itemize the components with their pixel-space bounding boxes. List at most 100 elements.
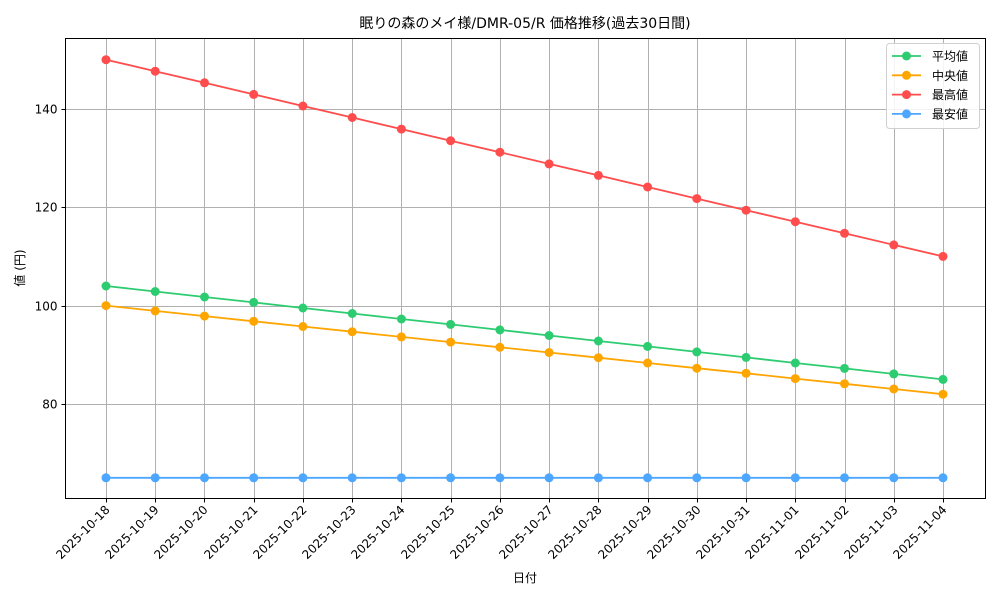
data-point (643, 182, 653, 192)
data-point (544, 348, 554, 357)
y-tick-label: 80 (42, 398, 57, 412)
data-point (347, 473, 357, 483)
data-point (298, 473, 308, 483)
data-point (889, 369, 899, 379)
data-point (101, 281, 111, 291)
data-point (150, 306, 160, 316)
data-point (249, 316, 259, 326)
data-point (544, 473, 554, 483)
legend-item: 最安値 (892, 106, 968, 121)
legend-label: 中央値 (932, 68, 968, 83)
data-point (347, 113, 357, 122)
data-point (249, 297, 259, 307)
data-point (938, 251, 948, 261)
x-axis-ticks: 2025-10-182025-10-192025-10-202025-10-21… (53, 498, 950, 562)
legend-box (886, 43, 980, 129)
data-point (200, 311, 209, 321)
data-point (593, 336, 603, 346)
legend-marker (902, 109, 911, 119)
series-line (101, 473, 948, 483)
series-path (105, 58, 944, 258)
data-point (150, 473, 160, 483)
data-point (840, 473, 849, 483)
data-point (643, 358, 653, 368)
legend-marker (902, 70, 911, 80)
data-point (495, 473, 505, 483)
data-point (790, 217, 800, 227)
series-line (101, 301, 948, 399)
data-point (200, 473, 209, 483)
data-point (938, 473, 948, 483)
legend-marker (902, 51, 911, 61)
data-point (593, 170, 603, 180)
data-point (692, 473, 702, 483)
y-tick-label: 120 (35, 201, 58, 215)
data-point (692, 347, 702, 357)
data-point (446, 136, 456, 146)
series-line (101, 55, 948, 261)
data-point (446, 473, 456, 483)
series-path (105, 304, 944, 396)
data-point (643, 341, 653, 351)
data-point (249, 473, 259, 483)
data-point (544, 331, 554, 340)
data-point (396, 332, 406, 342)
data-point (249, 89, 259, 99)
data-point (446, 319, 456, 329)
data-point (495, 147, 505, 157)
data-point (396, 314, 406, 324)
data-point (396, 473, 406, 483)
data-point (790, 374, 800, 384)
data-point (593, 473, 603, 483)
chart-title: 眠りの森のメイ様/DMR-05/R 価格推移(過去30日間) (359, 16, 690, 32)
data-point (840, 363, 849, 373)
legend-item: 最高値 (892, 87, 968, 102)
x-axis-label: 日付 (513, 571, 537, 585)
data-point (446, 337, 456, 347)
data-point (298, 303, 308, 313)
data-point (495, 342, 505, 352)
data-point (150, 66, 160, 76)
grid (65, 38, 986, 499)
data-point (200, 292, 209, 302)
data-point (298, 322, 308, 331)
data-point (889, 240, 899, 250)
data-point (692, 194, 702, 204)
data-point (101, 301, 111, 311)
data-point (347, 309, 357, 318)
data-point (692, 363, 702, 373)
data-point (840, 379, 849, 389)
data-point (840, 228, 849, 238)
data-point (347, 327, 357, 337)
data-point (298, 101, 308, 111)
series-line (101, 281, 948, 384)
legend-item: 平均値 (892, 49, 968, 64)
y-axis-label: 値 (円) (12, 249, 27, 286)
data-point (495, 325, 505, 335)
data-point (101, 473, 111, 483)
data-point (741, 352, 751, 362)
data-point (741, 205, 751, 215)
legend-marker (902, 90, 911, 100)
legend-label: 最安値 (932, 106, 968, 121)
data-point (889, 384, 899, 394)
data-point (544, 159, 554, 169)
data-point (643, 473, 653, 483)
y-tick-label: 100 (35, 300, 58, 314)
data-point (889, 473, 899, 483)
y-tick-label: 140 (35, 103, 58, 117)
data-point (938, 389, 948, 399)
data-point (741, 368, 751, 378)
legend-item: 中央値 (892, 68, 968, 83)
data-point (593, 353, 603, 363)
data-point (790, 473, 800, 483)
plot-frame (65, 38, 986, 499)
data-point (790, 358, 800, 368)
y-axis-ticks: 80 100 120 140 (35, 103, 66, 412)
legend-label: 最高値 (932, 87, 968, 102)
legend-label: 平均値 (932, 49, 968, 64)
series-lines (101, 55, 948, 483)
